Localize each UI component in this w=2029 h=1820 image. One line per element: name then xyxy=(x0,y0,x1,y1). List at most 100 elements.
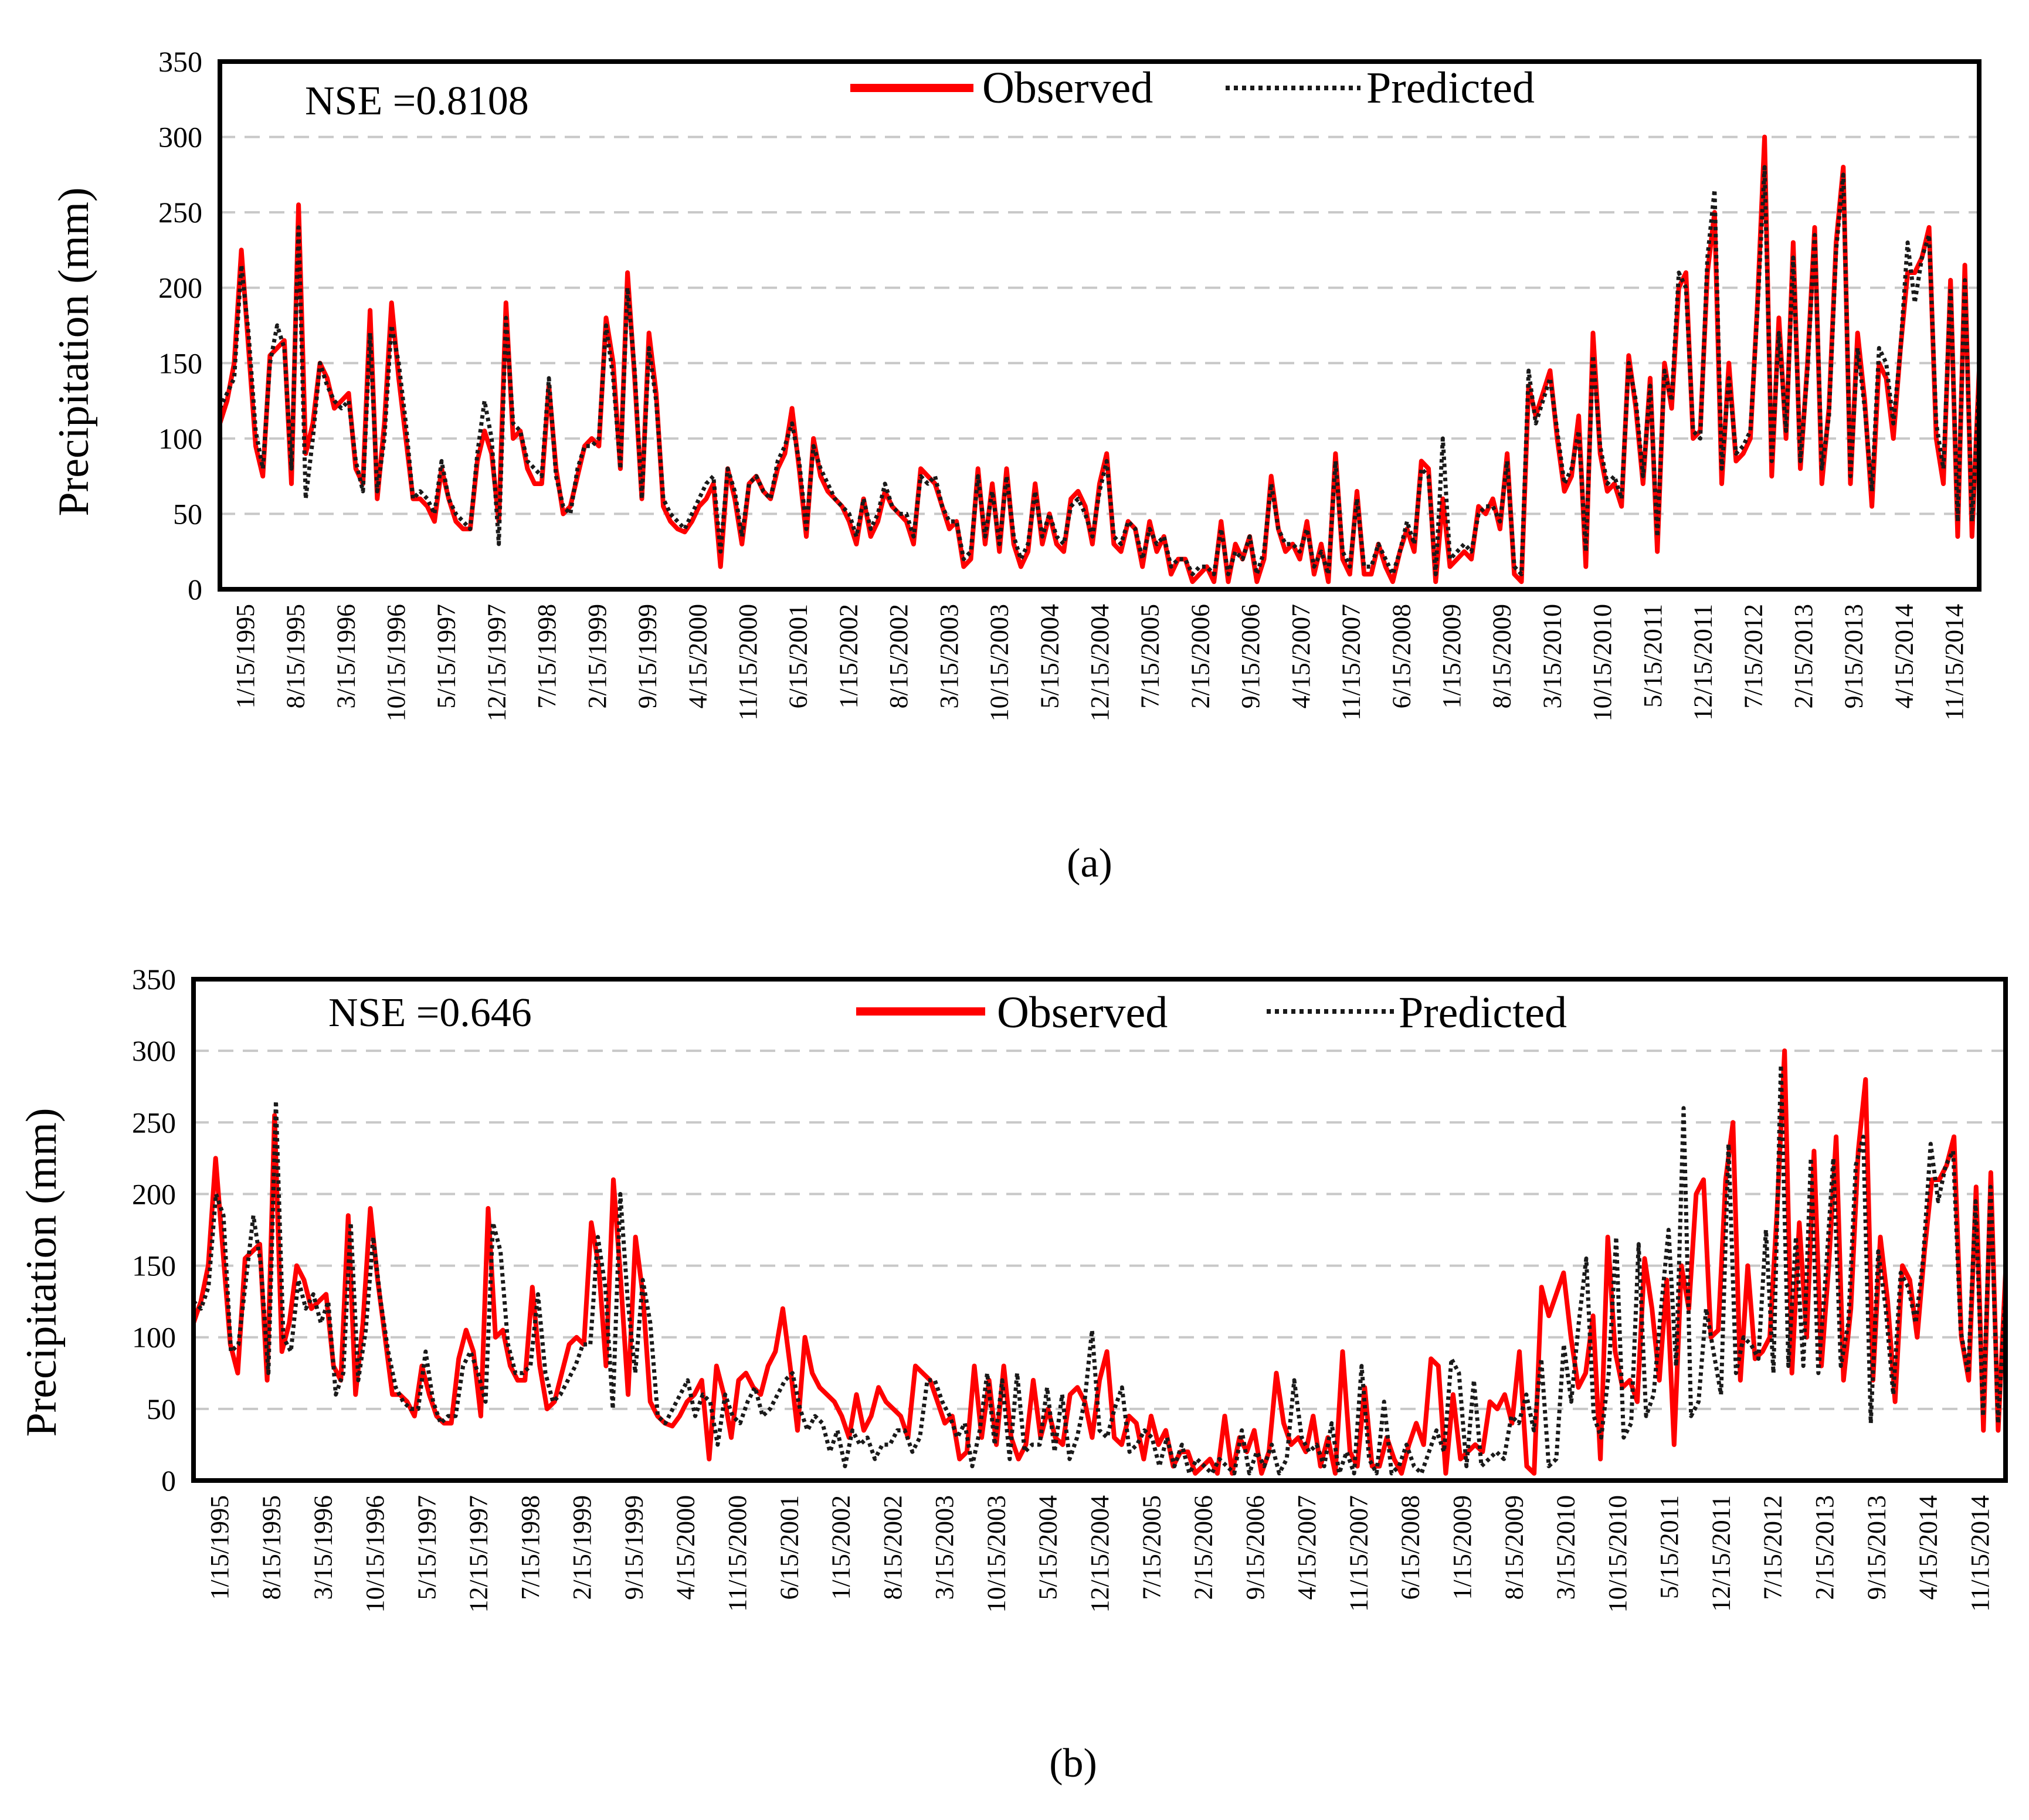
x-tick-label: 4/15/2007 xyxy=(1292,1495,1321,1600)
x-tick-label: 2/15/1999 xyxy=(568,1495,596,1600)
x-tick-label: 11/15/2014 xyxy=(1940,604,1969,721)
x-tick-label: 1/15/1995 xyxy=(231,604,260,708)
legend-label-predicted-a: Predicted xyxy=(1366,63,1535,113)
x-tick-label: 7/15/2012 xyxy=(1759,1495,1787,1600)
y-tick-label: 200 xyxy=(158,271,202,304)
x-tick-label: 3/15/1996 xyxy=(331,604,360,708)
x-tick-label: 5/15/2004 xyxy=(1034,1495,1063,1600)
x-tick-label: 8/15/2002 xyxy=(884,604,913,708)
x-tick-label: 1/15/2002 xyxy=(827,1495,856,1600)
x-tick-label: 10/15/1996 xyxy=(361,1495,389,1612)
x-tick-label: 9/15/2013 xyxy=(1862,1495,1891,1600)
series-line-predicted-b xyxy=(192,1063,2008,1476)
x-tick-label: 8/15/2009 xyxy=(1488,604,1516,708)
y-tick-label: 300 xyxy=(158,121,202,154)
x-tick-label: 3/15/2010 xyxy=(1538,604,1566,708)
x-tick-label: 1/15/2002 xyxy=(834,604,863,708)
x-tick-label: 10/15/2010 xyxy=(1588,604,1617,721)
x-tick-label: 8/15/2002 xyxy=(878,1495,907,1600)
nse-annotation-a: NSE =0.8108 xyxy=(305,79,529,124)
x-tick-label: 8/15/2009 xyxy=(1499,1495,1528,1600)
caption-a: (a) xyxy=(1067,841,1112,886)
legend-label-observed-b: Observed xyxy=(997,988,1168,1037)
x-tick-label: 1/15/2009 xyxy=(1437,604,1466,708)
x-tick-label: 11/15/2000 xyxy=(734,604,762,721)
series-line-observed-b xyxy=(191,1048,2008,1476)
x-tick-label: 3/15/1996 xyxy=(309,1495,338,1600)
y-tick-label: 200 xyxy=(132,1177,176,1210)
x-tick-label: 10/15/2003 xyxy=(982,1495,1010,1612)
y-ticks-b: 0 50 100 150 200 250 300 350 xyxy=(132,963,176,1497)
y-tick-label: 250 xyxy=(158,196,202,229)
y-tick-label: 0 xyxy=(161,1464,176,1497)
x-tick-label: 6/15/2008 xyxy=(1396,1495,1425,1600)
x-tick-label: 11/15/2007 xyxy=(1344,1495,1373,1612)
legend-label-predicted-b: Predicted xyxy=(1399,988,1567,1037)
x-tick-label: 3/15/2003 xyxy=(935,604,963,708)
y-tick-label: 100 xyxy=(158,422,202,455)
x-tick-label: 10/15/2003 xyxy=(985,604,1014,721)
x-tick-label: 4/15/2007 xyxy=(1287,604,1315,708)
x-tick-label: 7/15/2012 xyxy=(1739,604,1767,708)
x-tick-label: 2/15/2013 xyxy=(1789,604,1818,708)
caption-b: (b) xyxy=(1049,1741,1097,1786)
x-tick-label: 4/15/2000 xyxy=(683,604,712,708)
x-tick-label: 8/15/1995 xyxy=(281,604,310,708)
x-tick-label: 12/15/1997 xyxy=(482,604,511,721)
y-tick-label: 350 xyxy=(132,963,176,996)
x-tick-label: 8/15/1995 xyxy=(257,1495,286,1600)
y-ticks-a: 0 50 100 150 200 250 300 350 xyxy=(158,45,202,606)
y-tick-label: 350 xyxy=(158,45,202,78)
y-tick-label: 0 xyxy=(188,573,202,606)
x-tick-label: 2/15/2006 xyxy=(1186,604,1214,708)
x-tick-label: 1/15/2009 xyxy=(1448,1495,1477,1600)
series-layer-a xyxy=(218,134,1982,585)
x-tick-label: 10/15/2010 xyxy=(1603,1495,1632,1612)
x-tick-label: 7/15/1998 xyxy=(532,604,561,708)
y-tick-label: 150 xyxy=(158,347,202,379)
x-tick-label: 7/15/2005 xyxy=(1137,1495,1166,1600)
x-tick-label: 5/15/1997 xyxy=(412,1495,441,1600)
x-tick-label: 9/15/1999 xyxy=(633,604,662,708)
y-tick-label: 50 xyxy=(147,1393,176,1425)
x-tick-label: 5/15/1997 xyxy=(432,604,461,708)
x-tick-label: 4/15/2014 xyxy=(1914,1495,1943,1600)
plot-frame-b xyxy=(191,977,2008,1483)
x-tick-label: 2/15/2013 xyxy=(1810,1495,1839,1600)
x-tick-label: 6/15/2001 xyxy=(775,1495,803,1600)
chart-panel-a: Precipitation (mm) 0 50 100 150 200 250 300 350… xyxy=(50,45,1982,886)
series-line-observed-a xyxy=(218,134,1982,585)
x-tick-label: 4/15/2014 xyxy=(1889,604,1918,708)
x-tick-label: 5/15/2011 xyxy=(1638,604,1667,708)
x-tick-label: 12/15/2011 xyxy=(1689,604,1718,721)
x-tick-label: 10/15/1996 xyxy=(382,604,410,721)
x-tick-label: 4/15/2000 xyxy=(671,1495,700,1600)
legend-b: Observed Predicted xyxy=(856,988,1567,1037)
x-tick-label: 3/15/2003 xyxy=(930,1495,959,1600)
x-tick-label: 5/15/2011 xyxy=(1655,1495,1684,1599)
legend-label-observed-a: Observed xyxy=(982,63,1153,113)
x-tick-label: 11/15/2014 xyxy=(1966,1495,1994,1612)
y-tick-label: 50 xyxy=(173,497,202,530)
y-tick-label: 150 xyxy=(132,1249,176,1282)
x-tick-label: 2/15/1999 xyxy=(583,604,612,708)
y-axis-title-b: Precipitation (mm) xyxy=(18,1108,66,1437)
chart-panel-b: Precipitation (mm) 0 50 100 150 200 250 300 350… xyxy=(18,963,2008,1786)
x-tick-label: 6/15/2001 xyxy=(784,604,813,708)
y-tick-label: 250 xyxy=(132,1106,176,1139)
x-tick-label: 12/15/2004 xyxy=(1085,1495,1114,1612)
x-tick-label: 5/15/2004 xyxy=(1035,604,1064,708)
x-tick-label: 11/15/2007 xyxy=(1337,604,1366,721)
plot-frame-a xyxy=(218,59,1982,592)
series-line-predicted-a xyxy=(218,165,1982,576)
y-tick-label: 100 xyxy=(132,1321,176,1354)
x-tick-label: 6/15/2008 xyxy=(1387,604,1416,708)
x-ticks-a: 1/15/1995 8/15/1995 3/15/1996 10/15/1996 5/1… xyxy=(231,604,1969,721)
x-ticks-b: 1/15/1995 8/15/1995 3/15/1996 10/15/1996 5/1… xyxy=(205,1495,1994,1612)
nse-annotation-b: NSE =0.646 xyxy=(328,990,532,1035)
legend-a: Observed Predicted xyxy=(850,63,1535,113)
x-tick-label: 7/15/1998 xyxy=(516,1495,545,1600)
x-tick-label: 9/15/2006 xyxy=(1236,604,1265,708)
x-tick-label: 12/15/1997 xyxy=(464,1495,493,1612)
